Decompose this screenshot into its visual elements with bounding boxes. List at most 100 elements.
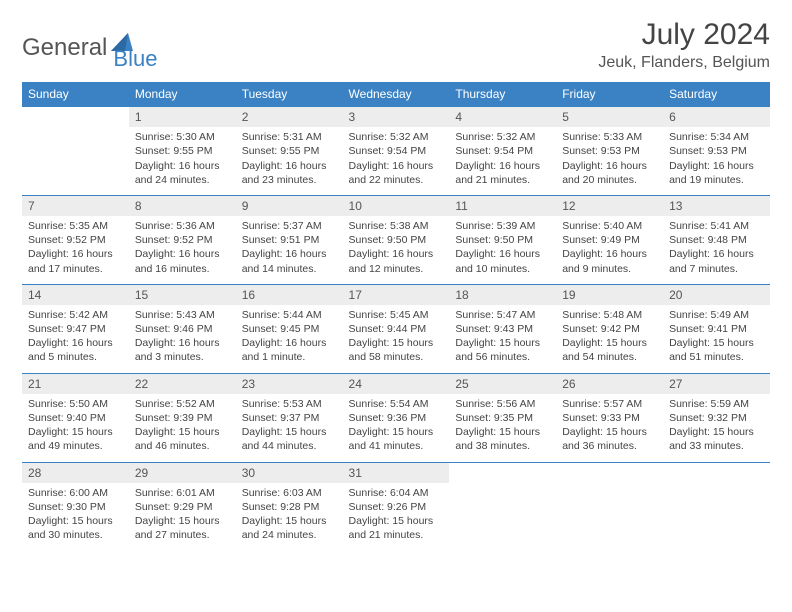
daylight-text: Daylight: 16 hours and 10 minutes. [455, 247, 550, 275]
day-number: 1 [129, 107, 236, 127]
sunset-text: Sunset: 9:52 PM [28, 233, 123, 247]
day-details: Sunrise: 5:43 AMSunset: 9:46 PMDaylight:… [129, 305, 236, 373]
day-number: 4 [449, 107, 556, 127]
day-details [449, 483, 556, 547]
sunrise-text: Sunrise: 5:52 AM [135, 397, 230, 411]
day-number [663, 463, 770, 483]
calendar-grid: Sunday Monday Tuesday Wednesday Thursday… [22, 82, 770, 550]
sunset-text: Sunset: 9:29 PM [135, 500, 230, 514]
day-cell: 6Sunrise: 5:34 AMSunset: 9:53 PMDaylight… [663, 107, 770, 196]
day-number: 25 [449, 374, 556, 394]
sunset-text: Sunset: 9:40 PM [28, 411, 123, 425]
daylight-text: Daylight: 15 hours and 51 minutes. [669, 336, 764, 364]
sunset-text: Sunset: 9:26 PM [349, 500, 444, 514]
day-cell: 21Sunrise: 5:50 AMSunset: 9:40 PMDayligh… [22, 373, 129, 462]
sunset-text: Sunset: 9:53 PM [562, 144, 657, 158]
day-cell: 29Sunrise: 6:01 AMSunset: 9:29 PMDayligh… [129, 462, 236, 550]
sunrise-text: Sunrise: 5:59 AM [669, 397, 764, 411]
day-details: Sunrise: 6:00 AMSunset: 9:30 PMDaylight:… [22, 483, 129, 551]
daylight-text: Daylight: 16 hours and 24 minutes. [135, 159, 230, 187]
sunset-text: Sunset: 9:33 PM [562, 411, 657, 425]
day-cell: 12Sunrise: 5:40 AMSunset: 9:49 PMDayligh… [556, 195, 663, 284]
day-details: Sunrise: 5:38 AMSunset: 9:50 PMDaylight:… [343, 216, 450, 284]
day-number: 18 [449, 285, 556, 305]
sunrise-text: Sunrise: 5:56 AM [455, 397, 550, 411]
daylight-text: Daylight: 16 hours and 5 minutes. [28, 336, 123, 364]
brand-part1: General [22, 34, 107, 62]
sunrise-text: Sunrise: 6:01 AM [135, 486, 230, 500]
day-number: 20 [663, 285, 770, 305]
day-cell: 30Sunrise: 6:03 AMSunset: 9:28 PMDayligh… [236, 462, 343, 550]
daylight-text: Daylight: 16 hours and 21 minutes. [455, 159, 550, 187]
calendar-row: 21Sunrise: 5:50 AMSunset: 9:40 PMDayligh… [22, 373, 770, 462]
day-cell: 14Sunrise: 5:42 AMSunset: 9:47 PMDayligh… [22, 284, 129, 373]
daylight-text: Daylight: 15 hours and 27 minutes. [135, 514, 230, 542]
day-cell: 11Sunrise: 5:39 AMSunset: 9:50 PMDayligh… [449, 195, 556, 284]
day-cell: 15Sunrise: 5:43 AMSunset: 9:46 PMDayligh… [129, 284, 236, 373]
sunrise-text: Sunrise: 5:31 AM [242, 130, 337, 144]
day-cell: 28Sunrise: 6:00 AMSunset: 9:30 PMDayligh… [22, 462, 129, 550]
sunrise-text: Sunrise: 5:57 AM [562, 397, 657, 411]
sunrise-text: Sunrise: 5:41 AM [669, 219, 764, 233]
day-cell: 26Sunrise: 5:57 AMSunset: 9:33 PMDayligh… [556, 373, 663, 462]
day-number: 17 [343, 285, 450, 305]
day-details: Sunrise: 6:01 AMSunset: 9:29 PMDaylight:… [129, 483, 236, 551]
sunrise-text: Sunrise: 5:34 AM [669, 130, 764, 144]
day-cell: 31Sunrise: 6:04 AMSunset: 9:26 PMDayligh… [343, 462, 450, 550]
sunset-text: Sunset: 9:30 PM [28, 500, 123, 514]
day-details: Sunrise: 5:42 AMSunset: 9:47 PMDaylight:… [22, 305, 129, 373]
day-number: 31 [343, 463, 450, 483]
sunset-text: Sunset: 9:36 PM [349, 411, 444, 425]
day-cell: 9Sunrise: 5:37 AMSunset: 9:51 PMDaylight… [236, 195, 343, 284]
day-cell: 24Sunrise: 5:54 AMSunset: 9:36 PMDayligh… [343, 373, 450, 462]
sunset-text: Sunset: 9:55 PM [242, 144, 337, 158]
daylight-text: Daylight: 15 hours and 46 minutes. [135, 425, 230, 453]
day-number: 14 [22, 285, 129, 305]
sunrise-text: Sunrise: 5:49 AM [669, 308, 764, 322]
month-title: July 2024 [598, 18, 770, 52]
sunset-text: Sunset: 9:55 PM [135, 144, 230, 158]
sunrise-text: Sunrise: 5:44 AM [242, 308, 337, 322]
sunset-text: Sunset: 9:32 PM [669, 411, 764, 425]
day-details: Sunrise: 5:49 AMSunset: 9:41 PMDaylight:… [663, 305, 770, 373]
weekday-header: Wednesday [343, 82, 450, 107]
day-details [556, 483, 663, 547]
day-number: 2 [236, 107, 343, 127]
daylight-text: Daylight: 15 hours and 58 minutes. [349, 336, 444, 364]
day-details: Sunrise: 6:04 AMSunset: 9:26 PMDaylight:… [343, 483, 450, 551]
day-number: 22 [129, 374, 236, 394]
day-details: Sunrise: 5:56 AMSunset: 9:35 PMDaylight:… [449, 394, 556, 462]
sunrise-text: Sunrise: 5:43 AM [135, 308, 230, 322]
sunrise-text: Sunrise: 5:40 AM [562, 219, 657, 233]
daylight-text: Daylight: 16 hours and 19 minutes. [669, 159, 764, 187]
day-cell: 20Sunrise: 5:49 AMSunset: 9:41 PMDayligh… [663, 284, 770, 373]
day-details: Sunrise: 5:39 AMSunset: 9:50 PMDaylight:… [449, 216, 556, 284]
day-cell: 1Sunrise: 5:30 AMSunset: 9:55 PMDaylight… [129, 107, 236, 196]
day-number: 27 [663, 374, 770, 394]
day-details: Sunrise: 5:47 AMSunset: 9:43 PMDaylight:… [449, 305, 556, 373]
weekday-header: Thursday [449, 82, 556, 107]
header: General Blue July 2024 Jeuk, Flanders, B… [22, 18, 770, 72]
sunrise-text: Sunrise: 5:36 AM [135, 219, 230, 233]
daylight-text: Daylight: 15 hours and 38 minutes. [455, 425, 550, 453]
daylight-text: Daylight: 15 hours and 54 minutes. [562, 336, 657, 364]
day-details: Sunrise: 5:32 AMSunset: 9:54 PMDaylight:… [343, 127, 450, 195]
sunset-text: Sunset: 9:37 PM [242, 411, 337, 425]
sunrise-text: Sunrise: 6:00 AM [28, 486, 123, 500]
day-details: Sunrise: 5:57 AMSunset: 9:33 PMDaylight:… [556, 394, 663, 462]
weekday-header: Sunday [22, 82, 129, 107]
day-cell: 27Sunrise: 5:59 AMSunset: 9:32 PMDayligh… [663, 373, 770, 462]
sunrise-text: Sunrise: 6:04 AM [349, 486, 444, 500]
day-number: 8 [129, 196, 236, 216]
day-number: 24 [343, 374, 450, 394]
day-number: 15 [129, 285, 236, 305]
sunset-text: Sunset: 9:54 PM [455, 144, 550, 158]
day-cell: 23Sunrise: 5:53 AMSunset: 9:37 PMDayligh… [236, 373, 343, 462]
daylight-text: Daylight: 16 hours and 1 minute. [242, 336, 337, 364]
location: Jeuk, Flanders, Belgium [598, 54, 770, 72]
day-details: Sunrise: 5:37 AMSunset: 9:51 PMDaylight:… [236, 216, 343, 284]
day-details: Sunrise: 5:36 AMSunset: 9:52 PMDaylight:… [129, 216, 236, 284]
sunrise-text: Sunrise: 5:38 AM [349, 219, 444, 233]
sunrise-text: Sunrise: 5:42 AM [28, 308, 123, 322]
daylight-text: Daylight: 16 hours and 17 minutes. [28, 247, 123, 275]
